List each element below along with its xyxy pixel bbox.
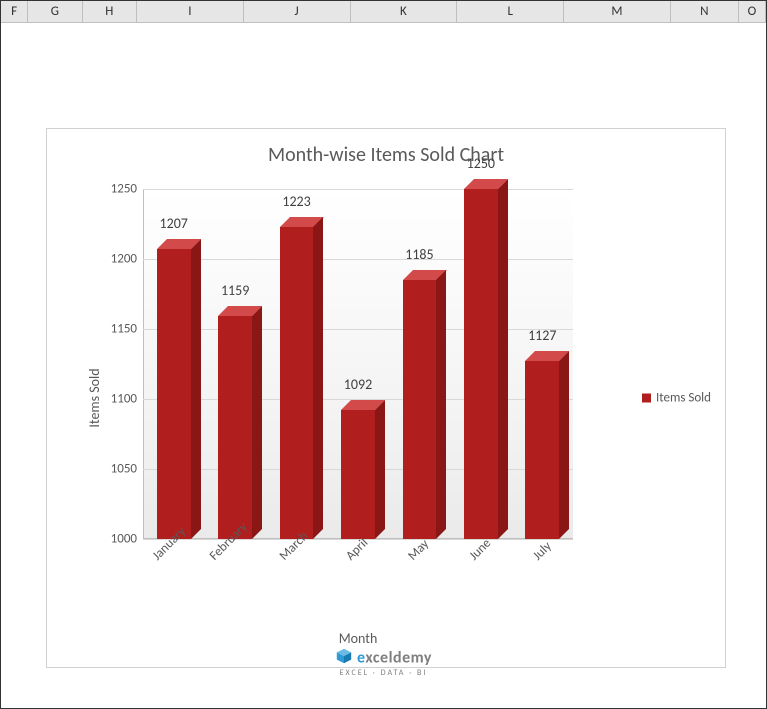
xtick-label: May <box>406 537 433 564</box>
ytick-label: 1250 <box>111 182 143 197</box>
data-label: 1092 <box>344 376 372 393</box>
plot-area: 1000105011001150120012501207January1159F… <box>143 189 573 539</box>
ytick-label: 1200 <box>111 252 143 267</box>
data-label: 1250 <box>467 155 495 172</box>
cube-icon <box>335 647 353 670</box>
y-axis-label: Items Sold <box>86 368 103 427</box>
column-header-L[interactable]: L <box>457 1 564 22</box>
column-header-N[interactable]: N <box>671 1 739 22</box>
data-label: 1159 <box>221 282 249 299</box>
chart-title: Month-wise Items Sold Chart <box>47 143 725 167</box>
bar-june[interactable]: 1250 <box>464 189 498 539</box>
bar-january[interactable]: 1207 <box>157 249 191 539</box>
bar-march[interactable]: 1223 <box>280 227 314 539</box>
column-header-F[interactable]: F <box>1 1 28 22</box>
watermark-sub: EXCEL · DATA · BI <box>1 668 766 678</box>
column-header-row: FGHIJKLMNO <box>1 1 766 23</box>
gridline <box>143 259 573 260</box>
legend-swatch <box>642 394 651 403</box>
watermark-text: exceldemy <box>357 648 432 667</box>
data-label: 1207 <box>160 215 188 232</box>
data-label: 1127 <box>528 327 556 344</box>
bar-may[interactable]: 1185 <box>403 280 437 539</box>
data-label: 1185 <box>405 246 433 263</box>
ytick-label: 1150 <box>111 322 143 337</box>
gridline <box>143 189 573 190</box>
ytick-label: 1050 <box>111 462 143 477</box>
column-header-J[interactable]: J <box>244 1 351 22</box>
column-header-H[interactable]: H <box>83 1 137 22</box>
ytick-label: 1100 <box>111 392 143 407</box>
legend-label: Items Sold <box>656 391 711 406</box>
watermark: exceldemy EXCEL · DATA · BI <box>1 647 766 678</box>
sheet-area: Month-wise Items Sold Chart Items Sold 1… <box>1 23 766 708</box>
app-frame: FGHIJKLMNO Month-wise Items Sold Chart I… <box>0 0 767 709</box>
gridline <box>143 329 573 330</box>
column-header-O[interactable]: O <box>739 1 766 22</box>
column-header-I[interactable]: I <box>137 1 244 22</box>
xtick-label: July <box>530 539 555 564</box>
x-axis-label: Month <box>143 630 573 647</box>
column-header-K[interactable]: K <box>351 1 458 22</box>
legend: Items Sold <box>642 391 711 406</box>
bar-february[interactable]: 1159 <box>218 316 252 539</box>
column-header-G[interactable]: G <box>28 1 82 22</box>
bar-july[interactable]: 1127 <box>525 361 559 539</box>
ytick-label: 1000 <box>111 532 143 547</box>
bar-april[interactable]: 1092 <box>341 410 375 539</box>
column-header-M[interactable]: M <box>564 1 671 22</box>
chart-container[interactable]: Month-wise Items Sold Chart Items Sold 1… <box>46 128 726 668</box>
data-label: 1223 <box>282 193 310 210</box>
